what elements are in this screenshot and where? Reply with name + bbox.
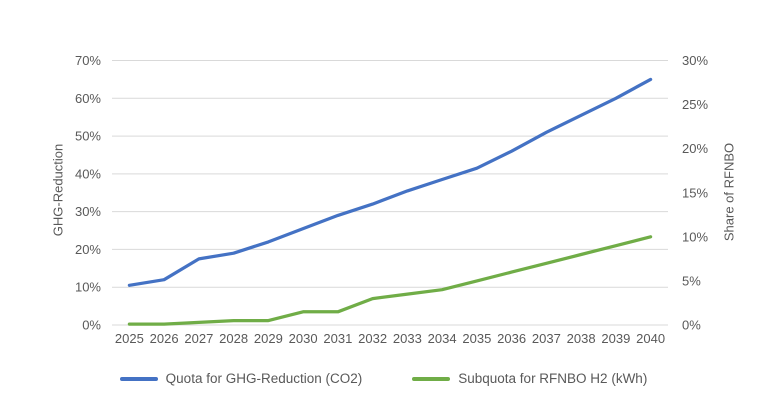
right-axis-tick-10pct: 10% [682, 229, 708, 244]
x-axis-tick-2033: 2033 [393, 331, 422, 346]
x-axis-tick-2026: 2026 [150, 331, 179, 346]
left-axis-tick-50pct: 50% [75, 129, 101, 144]
x-axis-tick-2040: 2040 [636, 331, 665, 346]
legend-label-subquota-rfnbo: Subquota for RFNBO H2 (kWh) [458, 371, 648, 386]
left-axis-tick-60pct: 60% [75, 91, 101, 106]
x-axis-tick-2034: 2034 [428, 331, 457, 346]
x-axis-tick-2032: 2032 [358, 331, 387, 346]
legend-swatch-line-icon [412, 376, 451, 381]
x-axis-tick-2025: 2025 [115, 331, 144, 346]
x-axis-tick-2028: 2028 [219, 331, 248, 346]
right-axis-tick-20pct: 20% [682, 141, 708, 156]
left-axis-tick-20pct: 20% [75, 242, 101, 257]
series-line-quota-ghg [127, 77, 653, 287]
legend-swatch-line-icon [119, 376, 158, 381]
right-axis-tick-0pct: 0% [682, 318, 701, 333]
left-axis-title: GHG-Reduction [50, 143, 66, 237]
x-axis-tick-2037: 2037 [532, 331, 561, 346]
right-axis-title: Share of RFNBO [721, 142, 737, 242]
right-axis-tick-5pct: 5% [682, 273, 701, 288]
series-line-subquota-rfnbo [127, 235, 653, 326]
left-axis-tick-0pct: 0% [82, 318, 101, 333]
right-axis-tick-15pct: 15% [682, 185, 708, 200]
legend-item-quota-ghg: Quota for GHG-Reduction (CO2) [119, 371, 363, 386]
left-axis-tick-10pct: 10% [75, 280, 101, 295]
left-axis-tick-40pct: 40% [75, 166, 101, 181]
legend: Quota for GHG-Reduction (CO2) Subquota f… [0, 371, 767, 386]
x-axis-tick-2031: 2031 [323, 331, 352, 346]
legend-item-subquota-rfnbo: Subquota for RFNBO H2 (kWh) [412, 371, 647, 386]
x-axis-tick-2030: 2030 [289, 331, 318, 346]
x-axis-tick-2029: 2029 [254, 331, 283, 346]
x-axis-tick-2027: 2027 [184, 331, 213, 346]
x-axis-tick-2039: 2039 [601, 331, 630, 346]
x-axis-tick-2035: 2035 [462, 331, 491, 346]
x-axis-tick-2036: 2036 [497, 331, 526, 346]
legend-label-quota-ghg: Quota for GHG-Reduction (CO2) [165, 371, 363, 386]
left-axis-tick-70pct: 70% [75, 53, 101, 68]
x-axis-tick-2038: 2038 [567, 331, 596, 346]
left-axis-tick-30pct: 30% [75, 204, 101, 219]
right-axis-tick-30pct: 30% [682, 53, 708, 68]
right-axis-tick-25pct: 25% [682, 97, 708, 112]
